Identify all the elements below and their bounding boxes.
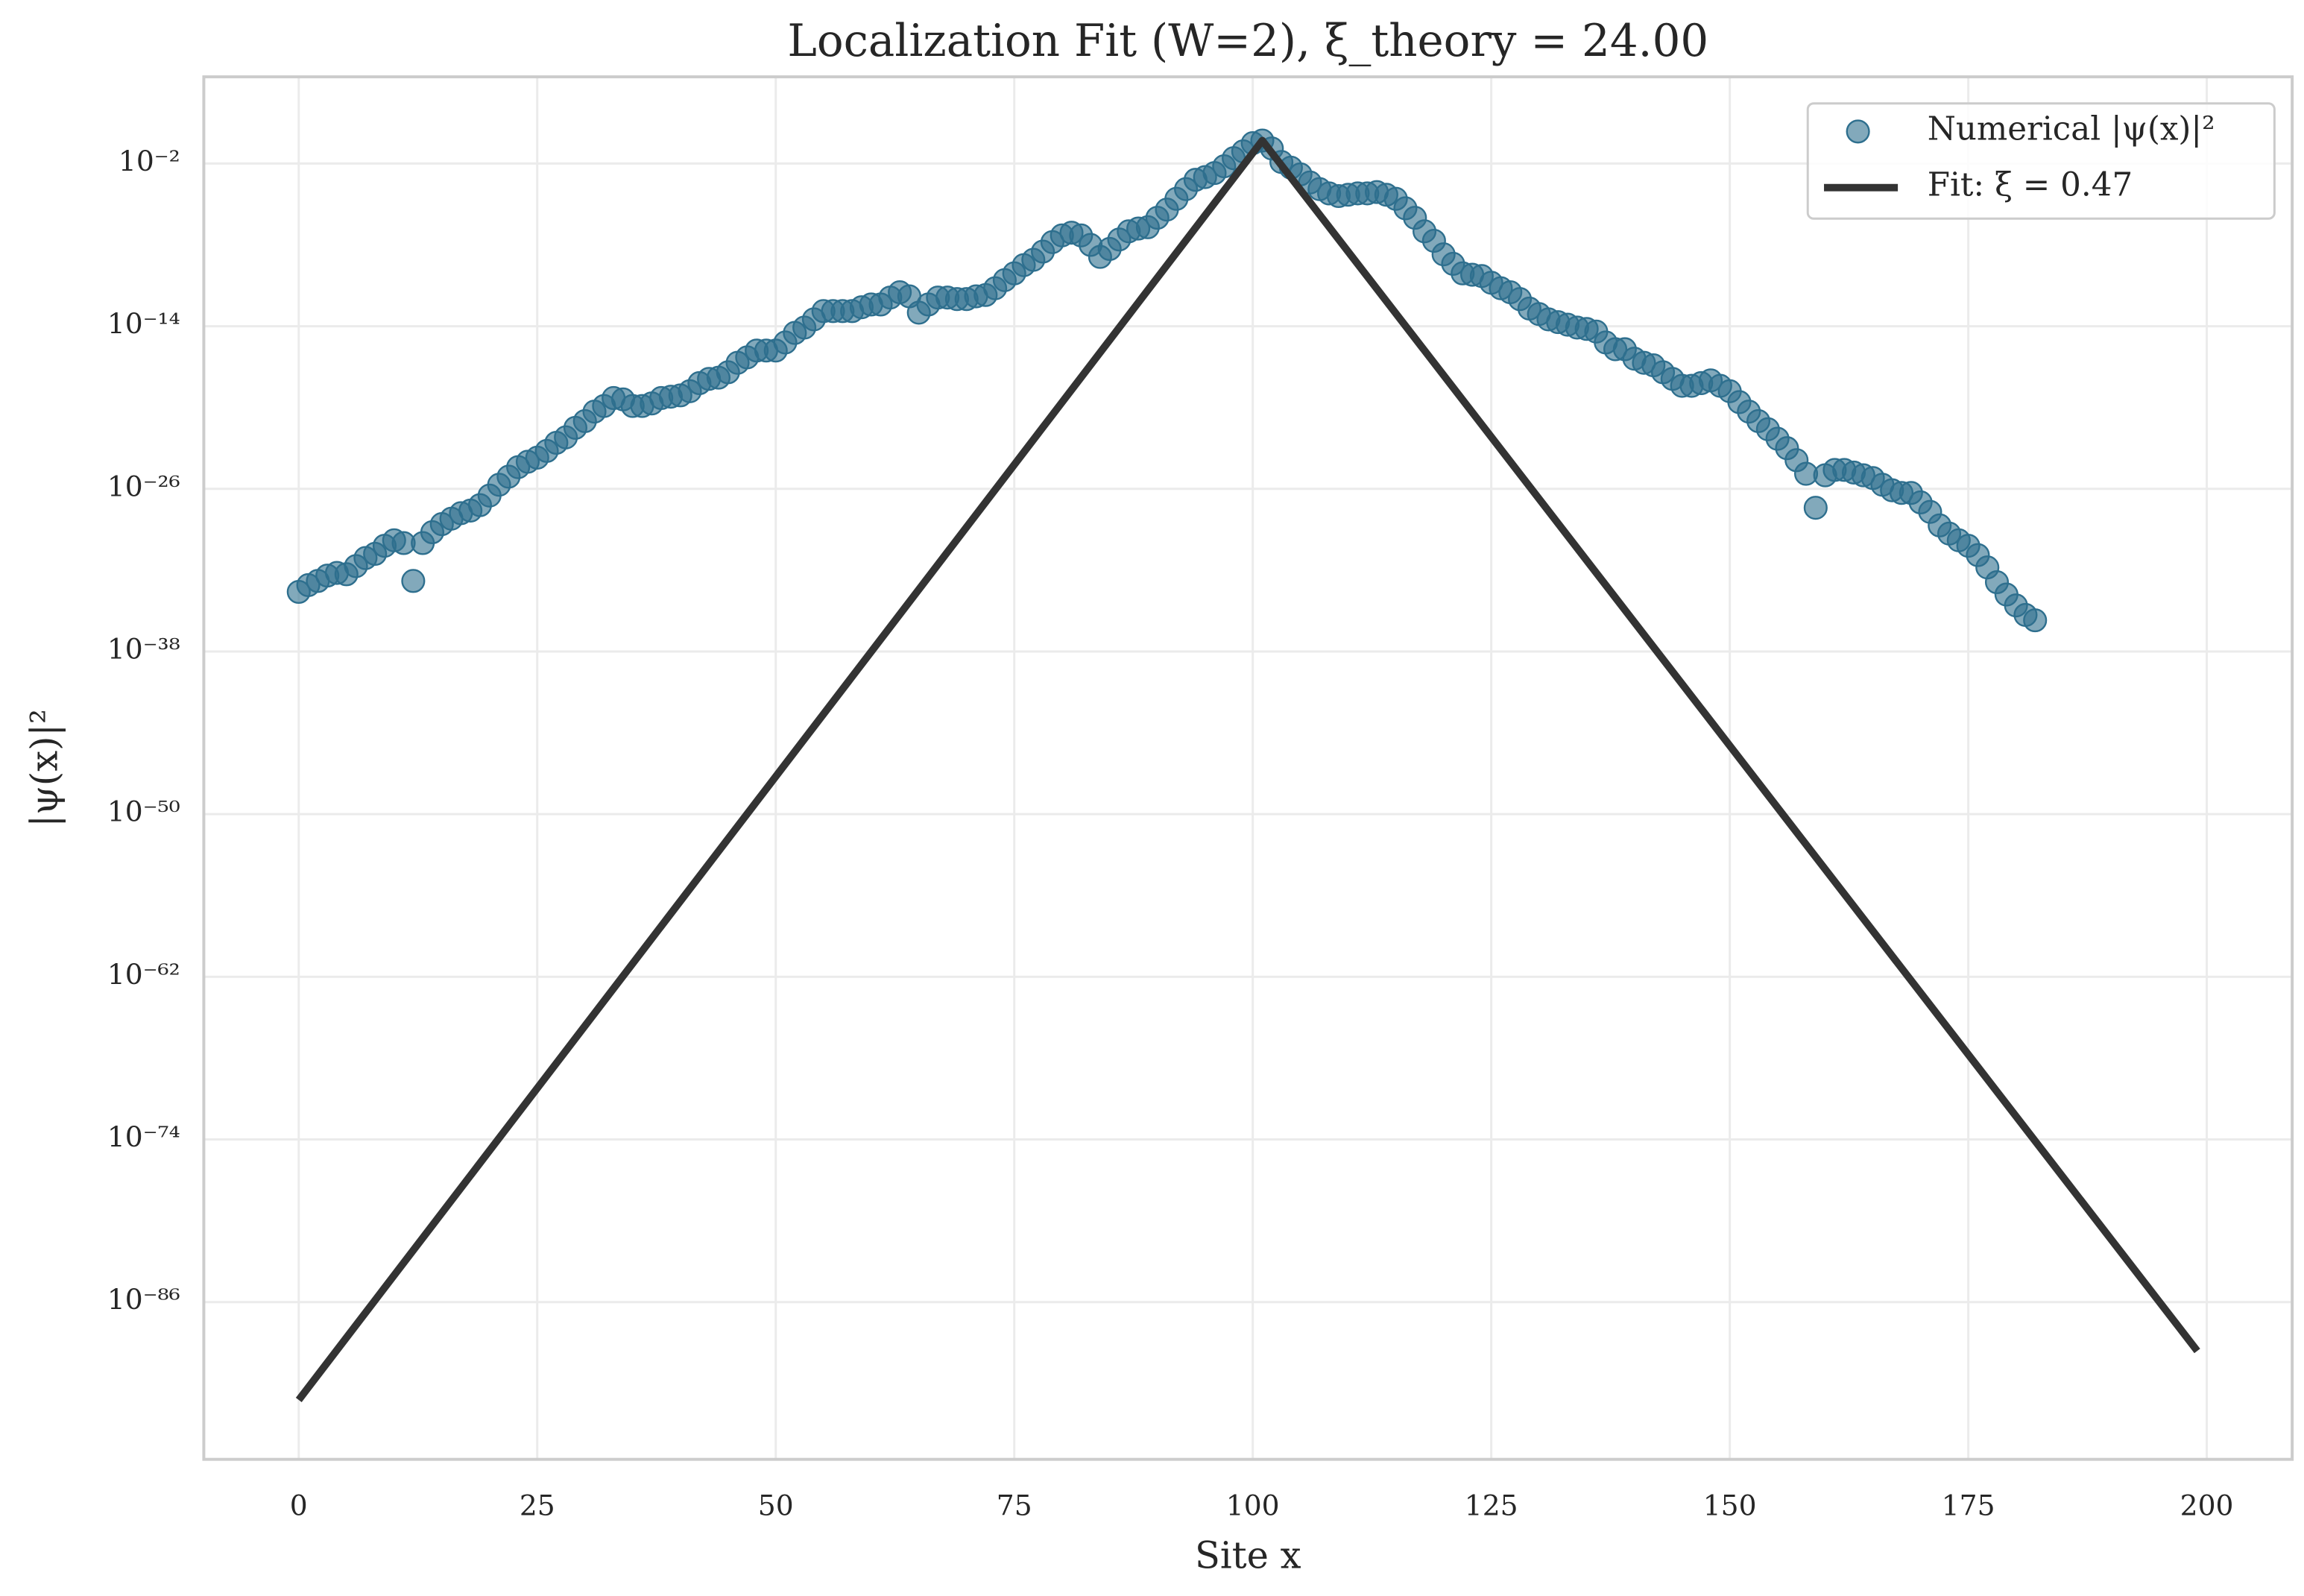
y-tick-label: 10⁻⁸⁶ — [107, 1283, 180, 1316]
y-tick-label: 10⁻¹⁴ — [107, 307, 180, 340]
y-tick-label: 10⁻⁶² — [107, 958, 180, 991]
scatter-point — [401, 569, 426, 593]
x-axis-label: Site x — [1195, 1533, 1301, 1577]
x-tick-label: 200 — [2180, 1489, 2234, 1522]
y-tick-label: 10⁻⁵⁰ — [107, 795, 180, 828]
legend-box — [1806, 102, 2276, 220]
x-tick-label: 175 — [1942, 1489, 1995, 1522]
x-tick-label: 150 — [1703, 1489, 1757, 1522]
y-axis-label: |ψ(x)|² — [22, 709, 66, 827]
chart-title: Localization Fit (W=2), ξ_theory = 24.00 — [787, 16, 1708, 67]
scatter-point — [1803, 496, 1828, 520]
y-tick-label: 10⁻⁷⁴ — [107, 1120, 180, 1153]
plot-frame — [202, 75, 2294, 1461]
x-tick-label: 100 — [1226, 1489, 1280, 1522]
legend-marker — [1846, 119, 1870, 144]
y-tick-label: 10⁻³⁸ — [107, 632, 180, 665]
scatter-point — [2023, 608, 2048, 633]
y-tick-label: 10⁻²⁶ — [107, 470, 180, 502]
y-tick-label: 10⁻² — [119, 145, 180, 177]
x-tick-label: 0 — [290, 1489, 308, 1522]
x-tick-label: 75 — [997, 1489, 1032, 1522]
legend-label: Fit: ξ = 0.47 — [1928, 167, 2133, 204]
legend-label: Numerical |ψ(x)|² — [1928, 110, 2215, 148]
x-tick-label: 125 — [1465, 1489, 1518, 1522]
x-tick-label: 50 — [758, 1489, 794, 1522]
fit-line — [295, 136, 2200, 1403]
x-tick-label: 25 — [520, 1489, 555, 1522]
